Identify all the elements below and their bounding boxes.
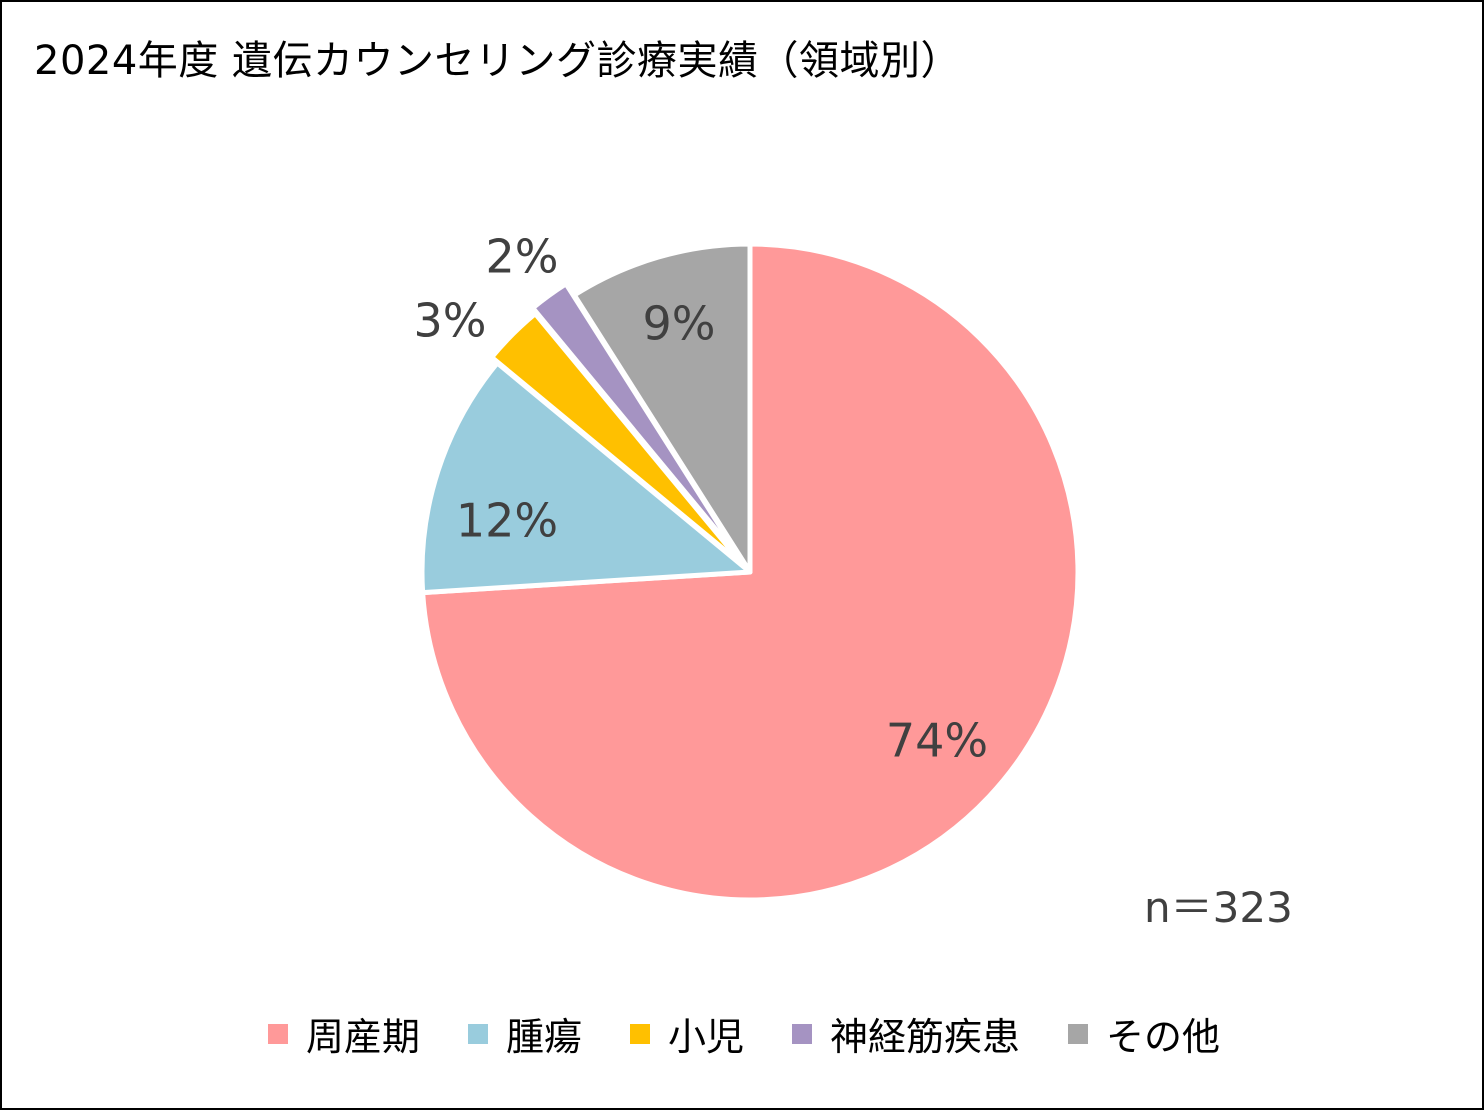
- legend-swatch-neuromuscular: [792, 1023, 812, 1044]
- legend-swatch-other: [1068, 1023, 1089, 1044]
- pie-slice-neuromuscular: [530, 281, 745, 564]
- legend-label-other: その他: [1106, 1015, 1221, 1059]
- legend-item-perinatal: 周産期: [267, 1006, 420, 1061]
- data-label-tumor: 12%: [456, 494, 558, 548]
- pie-slice-other: [571, 241, 753, 575]
- legend-label-pediatric: 小児: [667, 1015, 744, 1059]
- legend-swatch-perinatal: [267, 1023, 288, 1044]
- legend-item-other: その他: [1068, 1006, 1220, 1061]
- legend-item-neuromuscular: 神経筋疾患: [792, 1006, 1020, 1061]
- legend-label-tumor: 腫瘍: [505, 1015, 582, 1059]
- legend-label-perinatal: 周産期: [305, 1015, 420, 1059]
- data-label-perinatal: 74%: [886, 714, 988, 768]
- legend-label-neuromuscular: 神経筋疾患: [830, 1015, 1021, 1059]
- legend-swatch-tumor: [467, 1023, 488, 1044]
- pie-slice-tumor: [419, 360, 753, 596]
- legend-swatch-pediatric: [629, 1023, 650, 1044]
- legend-item-tumor: 腫瘍: [467, 1006, 582, 1061]
- data-label-other: 9%: [643, 297, 716, 351]
- legend-item-pediatric: 小児: [629, 1006, 744, 1061]
- chart-title: 2024年度 遺伝カウンセリング診療実績（領域別）: [34, 38, 962, 84]
- data-label-pediatric: 3%: [414, 294, 487, 348]
- sample-size-annotation: n＝323: [1144, 883, 1293, 932]
- chart-legend: 周産期 腫瘍 小児 神経筋疾患 その他: [2, 1006, 1484, 1061]
- data-label-neuromuscular: 2%: [486, 230, 559, 284]
